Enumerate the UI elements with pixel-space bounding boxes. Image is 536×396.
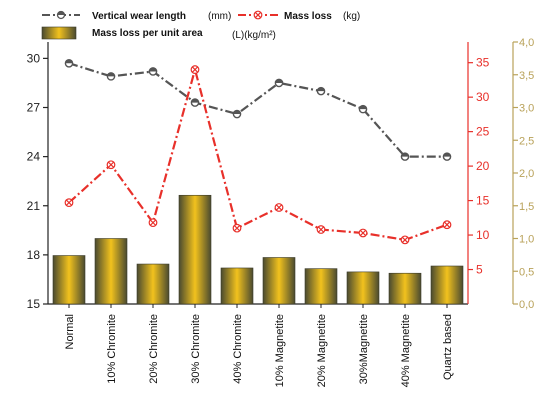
bar-mark	[430, 265, 464, 305]
right-axis: 5 10 15 20 25 30 35	[468, 56, 490, 277]
mass-loss-point-cross	[317, 226, 325, 233]
right-tick-label: 5	[476, 263, 483, 277]
x-tick-label: 20% Chromite	[148, 314, 160, 384]
bar-mark	[388, 272, 422, 305]
vertical-wear-length-point-fill	[317, 87, 325, 92]
right-tick-label: 10	[476, 228, 490, 242]
mass-loss-point-cross	[443, 221, 451, 228]
legend-ml-marker-cross	[254, 11, 262, 19]
far-right-tick-label: 1,5	[519, 201, 534, 213]
bar-mark	[346, 271, 380, 305]
left-tick-label: 30	[27, 51, 41, 65]
right-tick-label: 30	[476, 90, 490, 104]
legend-ml-label: Mass loss	[284, 11, 332, 22]
far-right-tick-label: 3,5	[519, 70, 534, 82]
left-tick-label: 27	[27, 101, 41, 115]
vertical-wear-length-series	[64, 58, 452, 161]
mass-loss-point-cross	[65, 199, 73, 206]
vertical-wear-length-point-fill	[191, 98, 199, 103]
vertical-wear-length-point-fill	[149, 67, 157, 72]
mass-loss-point-cross	[275, 204, 283, 211]
x-tick-label: 20% Magnetite	[316, 314, 328, 387]
legend-ml-unit: (kg)	[343, 11, 360, 22]
right-tick-label: 20	[476, 159, 490, 173]
right-tick-label: 25	[476, 125, 490, 139]
left-tick-label: 21	[27, 199, 41, 213]
far-right-tick-label: 4,0	[519, 37, 534, 49]
x-tick-label: 40% Magnetite	[400, 314, 412, 387]
vertical-wear-length-point-fill	[233, 110, 241, 115]
legend-bar-unit: (L)(kg/m²)	[232, 30, 276, 41]
mass-loss-point-cross	[149, 219, 157, 226]
bar-series	[52, 194, 464, 305]
mass-loss-point-cross	[233, 225, 241, 232]
vertical-wear-length-point-fill	[275, 79, 283, 83]
far-right-tick-label: 2,0	[519, 168, 534, 180]
far-right-tick-label: 3,0	[519, 103, 534, 115]
bar-mark	[262, 257, 296, 305]
mass-loss-series	[64, 65, 452, 245]
bar-mark	[304, 268, 338, 305]
left-tick-label: 18	[27, 248, 41, 262]
far-right-tick-label: 2,5	[519, 135, 534, 147]
far-right-tick-label: 1,0	[519, 234, 534, 246]
legend-bar-swatch	[41, 26, 77, 40]
vertical-wear-length-point-fill	[401, 153, 409, 157]
mass-loss-point-cross	[191, 66, 199, 73]
bar-mark	[220, 267, 254, 305]
far-right-axis: 0,0 0,5 1,0 1,5 2,0 2,5 3,0 3,5 4,0	[512, 37, 534, 311]
bar-mark	[52, 255, 86, 305]
x-tick-label: 10% Magnetite	[274, 314, 286, 387]
vertical-wear-length-point-fill	[107, 72, 115, 77]
legend-bar-label: Mass loss per unit area	[92, 28, 203, 39]
x-tick-label: 30% Chromite	[190, 314, 202, 384]
far-right-tick-label: 0,0	[519, 299, 534, 311]
x-tick-label: 40% Chromite	[232, 314, 244, 384]
legend-vwl-label: Vertical wear length	[92, 11, 186, 22]
legend-vwl-unit: (mm)	[208, 11, 231, 22]
left-axis: 15 18 21 24 27 30	[27, 51, 48, 311]
far-right-tick-label: 0,5	[519, 266, 534, 278]
x-tick-label: 10% Chromite	[106, 314, 118, 384]
bar-mark	[178, 194, 212, 305]
right-tick-label: 15	[476, 194, 490, 208]
left-tick-label: 15	[27, 297, 41, 311]
vertical-wear-length-point-fill	[65, 59, 73, 64]
right-tick-label: 35	[476, 56, 490, 70]
x-tick-label: Quartz based	[442, 314, 454, 380]
legend: Vertical wear length (mm) Mass loss (kg) Mas…	[41, 10, 360, 41]
mass-loss-line	[68, 65, 448, 242]
vertical-wear-length-line	[68, 62, 447, 158]
legend-vwl-marker-fill	[57, 11, 65, 15]
left-tick-label: 24	[27, 150, 41, 164]
vertical-wear-length-point-fill	[443, 153, 451, 157]
vertical-wear-length-point-fill	[359, 105, 367, 110]
bar-mark	[94, 238, 128, 305]
bar-mark	[136, 263, 170, 305]
x-axis: Normal 10% Chromite 20% Chromite 30% Chromi…	[64, 304, 454, 387]
mass-loss-point-cross	[107, 161, 115, 168]
x-tick-label: 30%Magnetite	[358, 314, 370, 384]
mass-loss-point-cross	[359, 229, 367, 237]
x-tick-label: Normal	[64, 314, 76, 349]
mass-loss-point-cross	[401, 236, 409, 243]
